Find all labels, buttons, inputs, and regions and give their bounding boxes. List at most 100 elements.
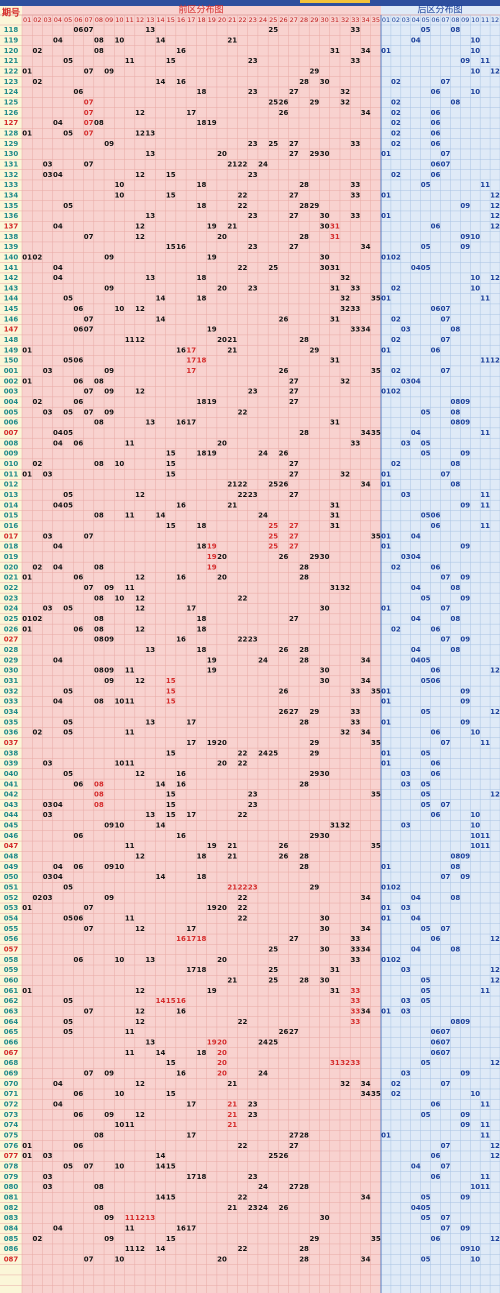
- front-number: 29: [309, 150, 319, 158]
- front-number: 09: [104, 408, 114, 416]
- back-number: 11: [480, 1100, 490, 1108]
- front-number: 23: [248, 791, 258, 799]
- back-number: 12: [490, 1059, 500, 1067]
- front-number: 01: [22, 615, 32, 623]
- back-number: 03: [401, 966, 411, 974]
- front-number: 10: [115, 460, 125, 468]
- back-column-label: 05: [421, 16, 429, 24]
- back-number: 02: [391, 78, 401, 86]
- period-label: 128: [4, 129, 19, 137]
- front-number: 18: [197, 295, 207, 303]
- period-label: 056: [4, 935, 19, 943]
- period-label: 054: [4, 915, 19, 923]
- period-label: 046: [4, 832, 19, 840]
- back-number: 09: [460, 1245, 470, 1253]
- front-number: 16: [176, 1224, 186, 1232]
- back-column-label: 01: [382, 16, 390, 24]
- front-number: 24: [258, 1204, 268, 1212]
- front-number: 05: [63, 884, 73, 892]
- front-number: 27: [289, 191, 299, 199]
- period-label: 085: [4, 1235, 19, 1243]
- front-number: 22: [238, 1245, 248, 1253]
- front-number: 23: [248, 1100, 258, 1108]
- front-number: 21: [227, 160, 237, 168]
- front-column-label: 07: [85, 16, 93, 24]
- back-number: 12: [490, 667, 500, 675]
- front-number: 12: [135, 1214, 145, 1222]
- back-number: 01: [381, 687, 391, 695]
- front-number: 34: [361, 429, 371, 437]
- front-number: 11: [125, 667, 135, 675]
- front-number: 01: [22, 253, 32, 261]
- back-number: 02: [391, 1080, 401, 1088]
- back-number: 12: [490, 67, 500, 75]
- back-number: 09: [460, 202, 470, 210]
- period-label: 150: [4, 357, 19, 365]
- front-number: 26: [279, 481, 289, 489]
- front-number: 22: [238, 915, 248, 923]
- front-number: 03: [43, 1183, 53, 1191]
- back-number: 01: [381, 388, 391, 396]
- front-column-label: 11: [126, 16, 134, 24]
- front-number: 28: [299, 718, 309, 726]
- front-number: 05: [63, 718, 73, 726]
- front-number: 08: [94, 1204, 104, 1212]
- back-number: 03: [401, 491, 411, 499]
- front-number: 28: [299, 853, 309, 861]
- back-number: 11: [480, 429, 490, 437]
- back-number: 03: [401, 780, 411, 788]
- back-number: 11: [480, 739, 490, 747]
- front-number: 13: [145, 129, 155, 137]
- back-number: 03: [401, 326, 411, 334]
- front-number: 34: [361, 656, 371, 664]
- period-label: 058: [4, 956, 19, 964]
- period-header: 期号: [2, 7, 20, 19]
- front-number: 26: [279, 1204, 289, 1212]
- front-number: 25: [268, 26, 278, 34]
- back-number: 04: [411, 264, 421, 272]
- front-number: 04: [53, 429, 63, 437]
- back-number: 04: [411, 1162, 421, 1170]
- front-number: 27: [289, 491, 299, 499]
- front-number: 24: [258, 160, 268, 168]
- front-number: 34: [361, 925, 371, 933]
- front-column-label: 01: [23, 16, 31, 24]
- front-number: 12: [135, 388, 145, 396]
- back-number: 06: [431, 1049, 441, 1057]
- back-number: 09: [460, 853, 470, 861]
- front-number: 18: [197, 450, 207, 458]
- period-label: 059: [4, 966, 19, 974]
- back-number: 05: [421, 749, 431, 757]
- period-label: 087: [4, 1255, 19, 1263]
- front-number: 25: [268, 1039, 278, 1047]
- back-number: 11: [480, 295, 490, 303]
- front-column-label: 30: [320, 16, 328, 24]
- back-number: 12: [490, 977, 500, 985]
- front-number: 30: [320, 553, 330, 561]
- front-number: 35: [371, 295, 381, 303]
- back-number: 05: [421, 708, 431, 716]
- front-number: 06: [74, 780, 84, 788]
- back-number: 05: [421, 450, 431, 458]
- period-label: 147: [4, 326, 19, 334]
- front-number: 14: [156, 315, 166, 323]
- front-number: 12: [135, 336, 145, 344]
- front-number: 09: [104, 253, 114, 261]
- front-number: 09: [104, 677, 114, 685]
- period-column-bg: [0, 6, 22, 1293]
- front-number: 03: [43, 811, 53, 819]
- back-number: 11: [480, 491, 490, 499]
- front-number: 17: [186, 346, 196, 354]
- back-number: 09: [460, 1069, 470, 1077]
- front-column-label: 08: [95, 16, 103, 24]
- front-number: 26: [279, 553, 289, 561]
- front-number: 06: [74, 1111, 84, 1119]
- front-number: 07: [84, 1008, 94, 1016]
- front-number: 22: [238, 1018, 248, 1026]
- front-number: 06: [74, 1090, 84, 1098]
- front-number: 20: [217, 1059, 227, 1067]
- front-number: 03: [43, 873, 53, 881]
- front-number: 01: [22, 987, 32, 995]
- front-number: 03: [43, 160, 53, 168]
- front-number: 25: [268, 543, 278, 551]
